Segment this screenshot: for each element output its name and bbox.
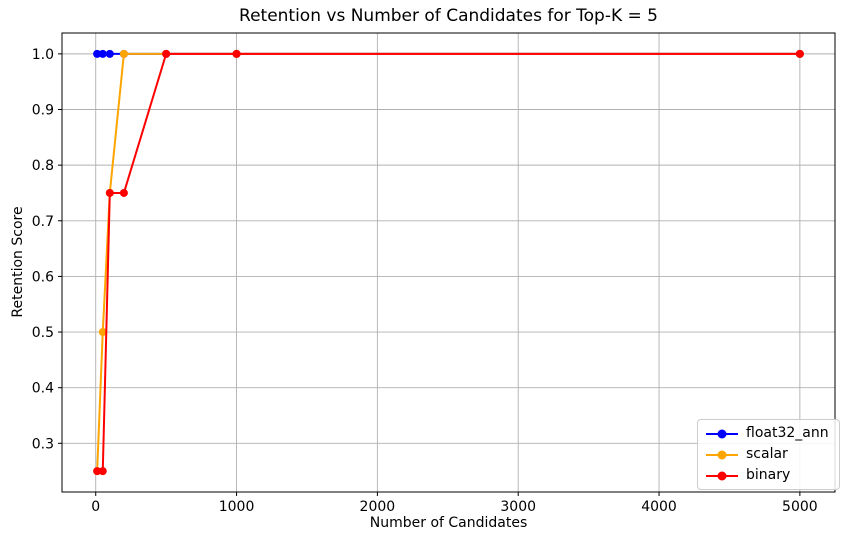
data-point-float32_ann-10 <box>93 49 102 58</box>
data-point-float32_ann-100 <box>105 49 114 58</box>
data-point-scalar-50 <box>98 328 107 337</box>
y-tick-label-0.4: 0.4 <box>32 381 54 397</box>
x-tick-label-5000: 5000 <box>782 499 818 515</box>
y-tick-label-1.0: 1.0 <box>32 47 54 63</box>
data-point-binary-10 <box>93 467 102 476</box>
data-point-binary-5000 <box>795 49 804 58</box>
series-line-scalar <box>96 52 801 473</box>
x-tick-label-2000: 2000 <box>360 499 396 515</box>
data-point-binary-1000 <box>232 49 241 58</box>
y-tick-label-0.5: 0.5 <box>32 325 54 341</box>
data-point-scalar-200 <box>119 49 128 58</box>
legend-item-float32_ann: float32_ann <box>706 424 829 443</box>
x-tick-label-3000: 3000 <box>500 499 536 515</box>
legend-line-marker-icon <box>706 471 738 480</box>
legend-line-marker-icon <box>706 450 738 459</box>
x-tick-label-4000: 4000 <box>641 499 677 515</box>
y-tick-label-0.3: 0.3 <box>32 436 54 452</box>
data-point-binary-500 <box>162 49 171 58</box>
x-axis-label: Number of Candidates <box>369 515 528 531</box>
data-point-binary-50 <box>98 467 107 476</box>
legend-label: binary <box>746 467 791 483</box>
y-tick-label-0.9: 0.9 <box>32 103 54 119</box>
y-tick-label-0.8: 0.8 <box>32 158 54 174</box>
legend-label: scalar <box>746 446 788 462</box>
x-tick-label-0: 0 <box>91 499 100 515</box>
y-axis-label: Retention Score <box>10 206 26 318</box>
legend-item-binary: binary <box>706 466 829 485</box>
chart-title: Retention vs Number of Candidates for To… <box>239 6 658 26</box>
data-point-float32_ann-50 <box>98 49 107 58</box>
y-tick-label-0.7: 0.7 <box>32 214 54 230</box>
data-point-binary-200 <box>119 188 128 197</box>
y-tick-label-0.6: 0.6 <box>32 269 54 285</box>
legend-label: float32_ann <box>746 425 829 441</box>
legend-line-marker-icon <box>706 429 738 438</box>
data-point-binary-100 <box>105 188 114 197</box>
x-tick-label-1000: 1000 <box>219 499 255 515</box>
axes-spines <box>61 32 836 493</box>
legend-item-scalar: scalar <box>706 445 829 464</box>
series-line-binary <box>96 52 801 473</box>
